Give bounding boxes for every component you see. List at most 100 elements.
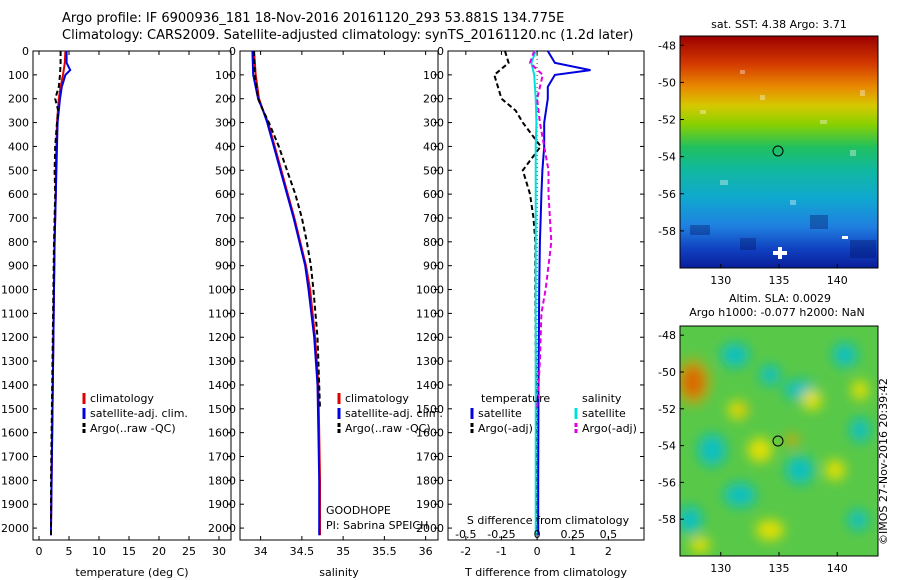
x-tick-label: 15 [122, 545, 136, 558]
depth-tick-label: 1900 [1, 498, 29, 511]
diff-legend: temperature salinity satellite Argo(-adj) sa… [470, 392, 637, 435]
depth-tick-label: 2000 [1, 522, 29, 535]
lat-tick-label: -50 [658, 366, 676, 379]
depth-tick-label: 1900 [208, 498, 236, 511]
lon-tick-label: 140 [827, 562, 848, 575]
sal-series-argo-raw-qc- [253, 50, 321, 409]
sst-axes: -48 -50 -52 -54 -56 -58 130 135 140 [658, 39, 848, 287]
temp-plot-frame [32, 50, 232, 541]
lat-tick-label: -56 [658, 188, 676, 201]
x-tick-label: 34.5 [290, 545, 315, 558]
sal-diff-tick-label: 0.5 [600, 528, 618, 541]
legend-label: climatology [90, 392, 154, 405]
depth-tick-label: 1700 [1, 451, 29, 464]
lat-tick-label: -54 [658, 151, 676, 164]
depth-tick-label: 1000 [208, 284, 236, 297]
depth-tick-label: 300 [215, 117, 236, 130]
depth-tick-label: 100 [423, 69, 444, 82]
depth-tick-label: 800 [215, 236, 236, 249]
depth-tick-label: 400 [423, 140, 444, 153]
depth-tick-label: 1400 [208, 379, 236, 392]
depth-tick-label: 1300 [1, 355, 29, 368]
sla-map-field [680, 343, 870, 553]
x-tick-label: 20 [152, 545, 166, 558]
lat-tick-label: -50 [658, 76, 676, 89]
lon-tick-label: 130 [710, 274, 731, 287]
sla-map-title: Altim. SLA: 0.0029 [729, 292, 831, 305]
depth-tick-label: 600 [423, 188, 444, 201]
depth-tick-label: 600 [215, 188, 236, 201]
depth-tick-label: 200 [423, 93, 444, 106]
depth-tick-label: 300 [8, 117, 29, 130]
lat-tick-label: -56 [658, 476, 676, 489]
depth-tick-label: 400 [215, 140, 236, 153]
sal-legend: climatology satellite-adj. clim. Argo(..ra… [337, 392, 443, 435]
lat-tick-label: -48 [658, 329, 676, 342]
imos-timestamp: ©IMOS 27-Nov-2016 20:39:42 [877, 378, 890, 545]
legend-label: Argo(..raw -QC) [345, 422, 431, 435]
diff-series-salinity-satellite [530, 50, 538, 536]
depth-tick-label: 1800 [1, 474, 29, 487]
depth-tick-label: 1400 [1, 379, 29, 392]
depth-tick-label: 1500 [208, 403, 236, 416]
depth-tick-label: 700 [215, 212, 236, 225]
depth-tick-label: 1400 [416, 379, 444, 392]
depth-tick-label: 1500 [416, 403, 444, 416]
depth-tick-label: 1900 [416, 498, 444, 511]
legend-label: Argo(..raw -QC) [90, 422, 176, 435]
depth-tick-label: 100 [8, 69, 29, 82]
x-tick-label: 30 [212, 545, 226, 558]
sst-map-title: sat. SST: 4.38 Argo: 3.71 [711, 18, 847, 31]
x-tick-label: 35 [336, 545, 350, 558]
depth-tick-label: 1800 [208, 474, 236, 487]
lat-tick-label: -58 [658, 225, 676, 238]
sal-diff-tick-label: -0.5 [455, 528, 476, 541]
depth-tick-label: 1000 [1, 284, 29, 297]
temp-legend: climatology satellite-adj. clim. Argo(..ra… [82, 392, 188, 435]
depth-tick-label: 900 [215, 260, 236, 273]
x-tick-label: 10 [92, 545, 106, 558]
sal-diff-tick-label: -0.25 [487, 528, 515, 541]
x-tick-label: 0 [534, 545, 541, 558]
depth-tick-label: 1700 [416, 451, 444, 464]
lat-tick-label: -52 [658, 403, 676, 416]
depth-tick-label: 700 [8, 212, 29, 225]
depth-tick-label: 1200 [1, 331, 29, 344]
depth-tick-label: 500 [215, 164, 236, 177]
depth-tick-label: 2000 [416, 522, 444, 535]
depth-tick-label: 2000 [208, 522, 236, 535]
depth-tick-label: 400 [8, 140, 29, 153]
diff-plot-frame [447, 50, 645, 541]
depth-tick-label: 700 [423, 212, 444, 225]
x-tick-label: 0 [36, 545, 43, 558]
lon-tick-label: 140 [827, 274, 848, 287]
climatology-title: Climatology: CARS2009. Satellite-adjuste… [62, 28, 634, 43]
x-tick-label: -1 [496, 545, 507, 558]
lat-tick-label: -52 [658, 114, 676, 127]
legend-label: Argo(-adj) [478, 422, 533, 435]
lon-tick-label: 135 [769, 274, 790, 287]
program-annotation: GOODHOPE [326, 504, 391, 517]
depth-tick-label: 500 [423, 164, 444, 177]
legend-title-salinity: salinity [582, 392, 622, 405]
depth-tick-label: 1700 [208, 451, 236, 464]
legend-label: satellite [582, 407, 626, 420]
sst-dark-patches [690, 215, 876, 258]
depth-tick-label: 1300 [208, 355, 236, 368]
x-tick-label: 25 [182, 545, 196, 558]
sst-missing-data [773, 236, 848, 259]
lon-tick-label: 130 [710, 562, 731, 575]
sla-map-subtitle: Argo h1000: -0.077 h2000: NaN [689, 306, 865, 319]
x-tick-label: 36 [419, 545, 433, 558]
x-tick-label: -2 [460, 545, 471, 558]
temp-panel: 0100200300400500600700800900100011001200… [1, 45, 232, 579]
lat-tick-label: -48 [658, 39, 676, 52]
legend-label: satellite-adj. clim. [90, 407, 188, 420]
sal-panel: 0 100 200 300 400 500 600 700 800 900 1000 1100 1200… [208, 45, 439, 579]
pi-annotation: PI: Sabrina SPEICH [326, 519, 428, 532]
depth-tick-label: 0 [22, 45, 29, 58]
sal-diff-tick-label: 0.25 [560, 528, 585, 541]
lat-tick-label: -58 [658, 513, 676, 526]
sla-map [679, 325, 879, 557]
